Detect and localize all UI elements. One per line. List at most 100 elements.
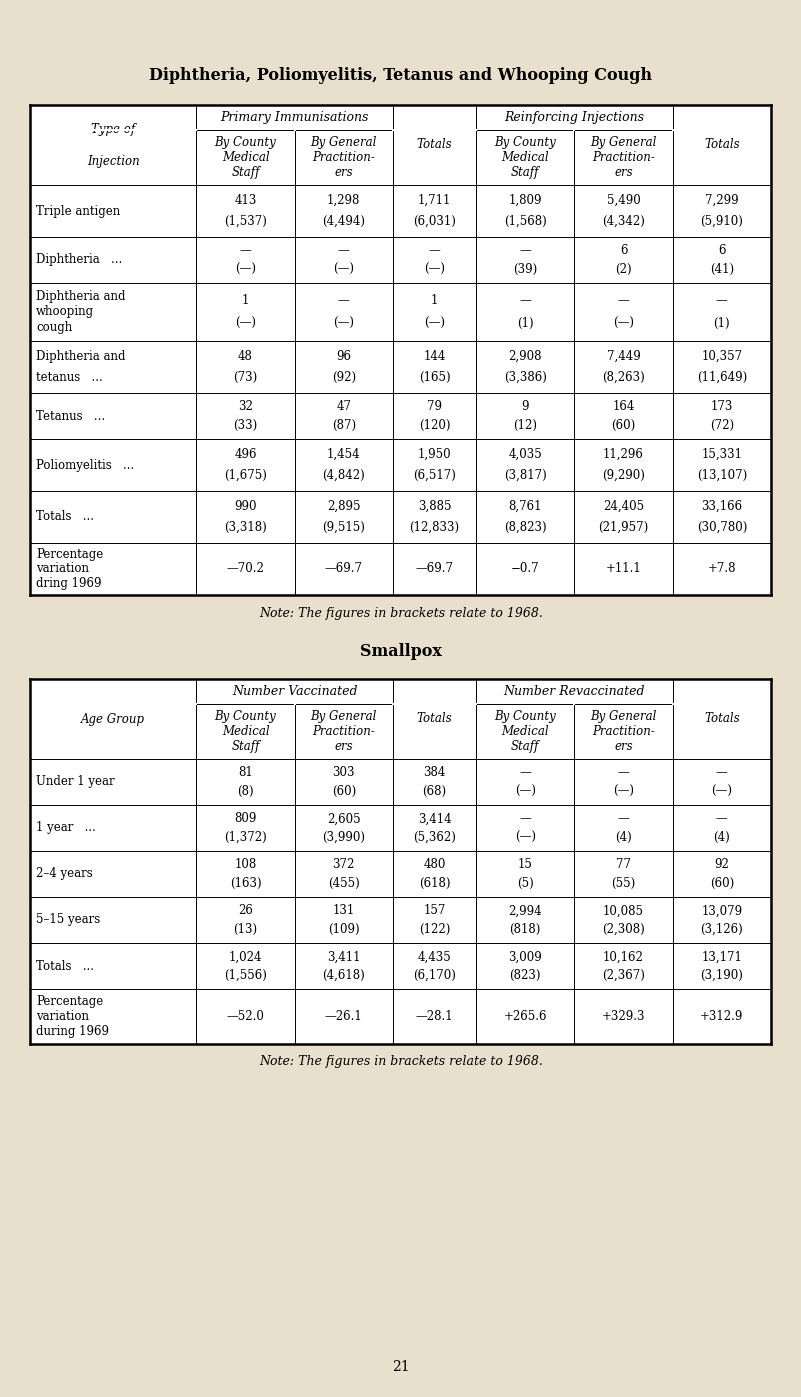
Text: (4): (4) — [714, 831, 731, 844]
Text: 131: 131 — [332, 904, 355, 918]
Text: (1,537): (1,537) — [224, 215, 267, 228]
Text: —: — — [519, 767, 531, 780]
Text: 79: 79 — [427, 401, 442, 414]
Text: 173: 173 — [710, 401, 733, 414]
Text: 2,908: 2,908 — [509, 351, 542, 363]
Text: 81: 81 — [238, 767, 253, 780]
Text: (39): (39) — [513, 263, 537, 275]
Text: Totals   ...: Totals ... — [36, 510, 94, 524]
Text: (—): (—) — [235, 263, 256, 275]
Text: Percentage: Percentage — [36, 549, 103, 562]
Text: 10,162: 10,162 — [603, 950, 644, 964]
Text: 10,357: 10,357 — [702, 351, 743, 363]
Text: 8,761: 8,761 — [509, 500, 542, 513]
Text: 4,435: 4,435 — [417, 950, 452, 964]
Text: (2,308): (2,308) — [602, 922, 645, 936]
Text: +312.9: +312.9 — [700, 1010, 743, 1023]
Text: —26.1: —26.1 — [325, 1010, 363, 1023]
Text: 26: 26 — [238, 904, 253, 918]
Text: Triple antigen: Triple antigen — [36, 204, 120, 218]
Text: (12): (12) — [513, 419, 537, 432]
Text: (—): (—) — [613, 317, 634, 330]
Text: 24,405: 24,405 — [603, 500, 644, 513]
Text: Practition-: Practition- — [312, 725, 375, 738]
Text: 809: 809 — [235, 812, 256, 826]
Text: By General: By General — [311, 710, 377, 724]
Text: (5): (5) — [517, 877, 533, 890]
Text: (1): (1) — [714, 317, 731, 330]
Text: —: — — [239, 244, 252, 257]
Text: (163): (163) — [230, 877, 261, 890]
Text: Practition-: Practition- — [592, 151, 655, 163]
Text: dring 1969: dring 1969 — [36, 577, 102, 590]
Text: 77: 77 — [616, 858, 631, 872]
Text: tetanus   ...: tetanus ... — [36, 370, 103, 384]
Text: (11,649): (11,649) — [697, 370, 747, 384]
Text: (5,910): (5,910) — [700, 215, 743, 228]
Text: Staff: Staff — [511, 166, 540, 179]
Text: Medical: Medical — [222, 725, 269, 738]
Text: —: — — [618, 293, 630, 307]
Text: −0.7: −0.7 — [511, 563, 540, 576]
Text: 157: 157 — [424, 904, 445, 918]
Text: (2,367): (2,367) — [602, 968, 645, 982]
Text: 413: 413 — [235, 194, 256, 207]
Text: —: — — [618, 812, 630, 826]
Text: (1,675): (1,675) — [224, 469, 267, 482]
Text: (3,318): (3,318) — [224, 521, 267, 534]
Text: 21: 21 — [392, 1361, 410, 1375]
Text: (3,817): (3,817) — [504, 469, 546, 482]
Text: (4,494): (4,494) — [322, 215, 365, 228]
Text: (—): (—) — [333, 263, 354, 275]
Text: ers: ers — [335, 740, 353, 753]
Text: Diphtheria, Poliomyelitis, Tetanus and Whooping Cough: Diphtheria, Poliomyelitis, Tetanus and W… — [150, 67, 653, 84]
Text: 32: 32 — [238, 401, 253, 414]
Text: 11,296: 11,296 — [603, 448, 644, 461]
Text: —: — — [338, 244, 350, 257]
Text: Number Vaccinated: Number Vaccinated — [232, 685, 357, 698]
Text: Medical: Medical — [501, 725, 549, 738]
Text: By General: By General — [590, 136, 657, 149]
Text: (13): (13) — [233, 922, 258, 936]
Text: Smallpox: Smallpox — [360, 643, 442, 659]
Text: cough: cough — [36, 321, 72, 334]
Text: (—): (—) — [424, 263, 445, 275]
Text: Percentage: Percentage — [36, 995, 103, 1009]
Text: 3,009: 3,009 — [509, 950, 542, 964]
Text: —: — — [519, 244, 531, 257]
Text: 144: 144 — [424, 351, 445, 363]
Text: (—): (—) — [515, 785, 536, 798]
Text: 108: 108 — [235, 858, 256, 872]
Text: 303: 303 — [332, 767, 355, 780]
Text: (1): (1) — [517, 317, 533, 330]
Text: Medical: Medical — [222, 151, 269, 163]
Text: 15: 15 — [517, 858, 533, 872]
Text: 1,950: 1,950 — [417, 448, 451, 461]
Text: 47: 47 — [336, 401, 352, 414]
Text: Medical: Medical — [501, 151, 549, 163]
Text: 384: 384 — [424, 767, 445, 780]
Text: during 1969: during 1969 — [36, 1025, 109, 1038]
Text: (1,568): (1,568) — [504, 215, 546, 228]
Text: Totals   ...: Totals ... — [36, 960, 94, 972]
Text: 7,449: 7,449 — [606, 351, 641, 363]
Text: (4,842): (4,842) — [323, 469, 365, 482]
Text: (3,386): (3,386) — [504, 370, 547, 384]
Text: variation: variation — [36, 563, 89, 576]
Text: 4,035: 4,035 — [509, 448, 542, 461]
Text: 96: 96 — [336, 351, 352, 363]
Text: 480: 480 — [424, 858, 445, 872]
Text: Note: The figures in brackets relate to 1968.: Note: The figures in brackets relate to … — [259, 606, 543, 619]
Text: —: — — [519, 293, 531, 307]
Text: 1: 1 — [242, 293, 249, 307]
Text: (41): (41) — [710, 263, 734, 275]
Text: Diphtheria   ...: Diphtheria ... — [36, 253, 123, 267]
Text: (3,190): (3,190) — [700, 968, 743, 982]
Text: (87): (87) — [332, 419, 356, 432]
Text: 1,298: 1,298 — [327, 194, 360, 207]
Text: (30,780): (30,780) — [697, 521, 747, 534]
Text: Staff: Staff — [511, 740, 540, 753]
Text: 6: 6 — [620, 244, 627, 257]
Text: (9,290): (9,290) — [602, 469, 645, 482]
Text: (73): (73) — [233, 370, 258, 384]
